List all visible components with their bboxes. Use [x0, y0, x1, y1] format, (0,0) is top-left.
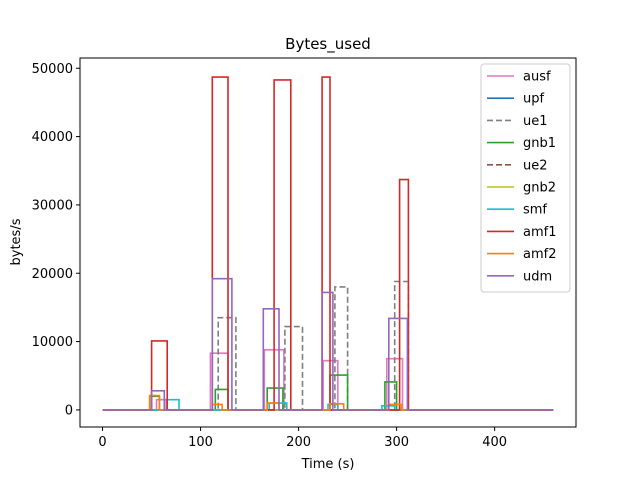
legend-label-ausf: ausf [523, 70, 551, 85]
plot-area [102, 76, 554, 411]
y-axis-label: bytes/s [9, 218, 24, 265]
y-tick-label: 50000 [32, 62, 73, 77]
x-tick-label: 300 [384, 435, 409, 450]
legend-label-smf: smf [523, 203, 547, 218]
axes-frame [79, 57, 577, 428]
legend-label-amf1: amf1 [523, 225, 556, 240]
legend-label-gnb1: gnb1 [523, 136, 556, 151]
legend-label-ue1: ue1 [523, 114, 548, 129]
legend-box [480, 63, 571, 293]
x-axis: 0 100 200 300 400 [98, 427, 507, 450]
x-tick-label: 0 [98, 435, 106, 450]
y-tick-label: 10000 [32, 335, 73, 350]
legend-label-udm: udm [523, 269, 552, 284]
y-tick-label: 30000 [32, 198, 73, 213]
legend-label-gnb2: gnb2 [523, 181, 556, 196]
legend-label-amf2: amf2 [523, 247, 556, 262]
x-tick-label: 100 [188, 435, 213, 450]
x-tick-label: 400 [482, 435, 507, 450]
legend: ausf upf ue1 gnb1 ue2 gnb2 smf amf1 amf2 udm [480, 63, 571, 293]
y-tick-label: 0 [65, 403, 73, 418]
chart-title: Bytes_used [285, 35, 371, 54]
legend-label-ue2: ue2 [523, 158, 548, 173]
series-line-amf1 [102, 76, 554, 411]
y-tick-label: 20000 [32, 267, 73, 282]
x-tick-label: 200 [286, 435, 311, 450]
x-axis-label: Time (s) [301, 457, 355, 472]
series-line-udm [102, 277, 554, 411]
y-axis: 0 10000 20000 30000 40000 50000 [32, 62, 80, 418]
legend-label-upf: upf [523, 92, 544, 107]
y-tick-label: 40000 [32, 130, 73, 145]
